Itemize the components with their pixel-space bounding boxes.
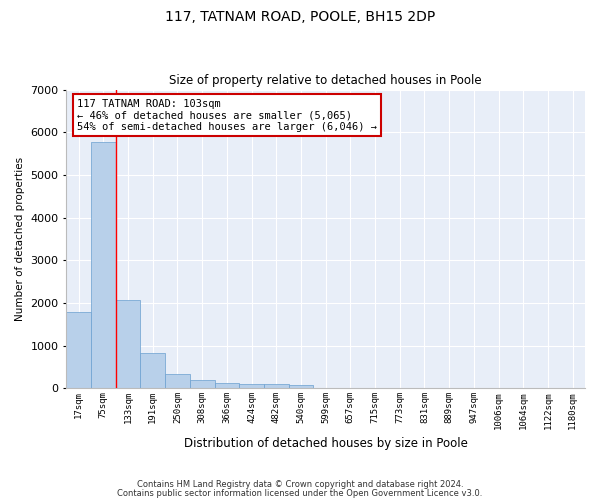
Bar <box>116 300 140 388</box>
Bar <box>264 384 289 388</box>
Text: Contains HM Land Registry data © Crown copyright and database right 2024.: Contains HM Land Registry data © Crown c… <box>137 480 463 489</box>
Bar <box>140 353 165 388</box>
Bar <box>215 383 239 388</box>
Bar <box>289 385 313 388</box>
Text: 117 TATNAM ROAD: 103sqm
← 46% of detached houses are smaller (5,065)
54% of semi: 117 TATNAM ROAD: 103sqm ← 46% of detache… <box>77 98 377 132</box>
Bar <box>67 312 91 388</box>
Bar <box>190 380 215 388</box>
Bar <box>91 142 116 388</box>
X-axis label: Distribution of detached houses by size in Poole: Distribution of detached houses by size … <box>184 437 467 450</box>
Text: 117, TATNAM ROAD, POOLE, BH15 2DP: 117, TATNAM ROAD, POOLE, BH15 2DP <box>165 10 435 24</box>
Text: Contains public sector information licensed under the Open Government Licence v3: Contains public sector information licen… <box>118 488 482 498</box>
Bar <box>165 374 190 388</box>
Y-axis label: Number of detached properties: Number of detached properties <box>15 157 25 321</box>
Bar <box>239 384 264 388</box>
Title: Size of property relative to detached houses in Poole: Size of property relative to detached ho… <box>169 74 482 87</box>
